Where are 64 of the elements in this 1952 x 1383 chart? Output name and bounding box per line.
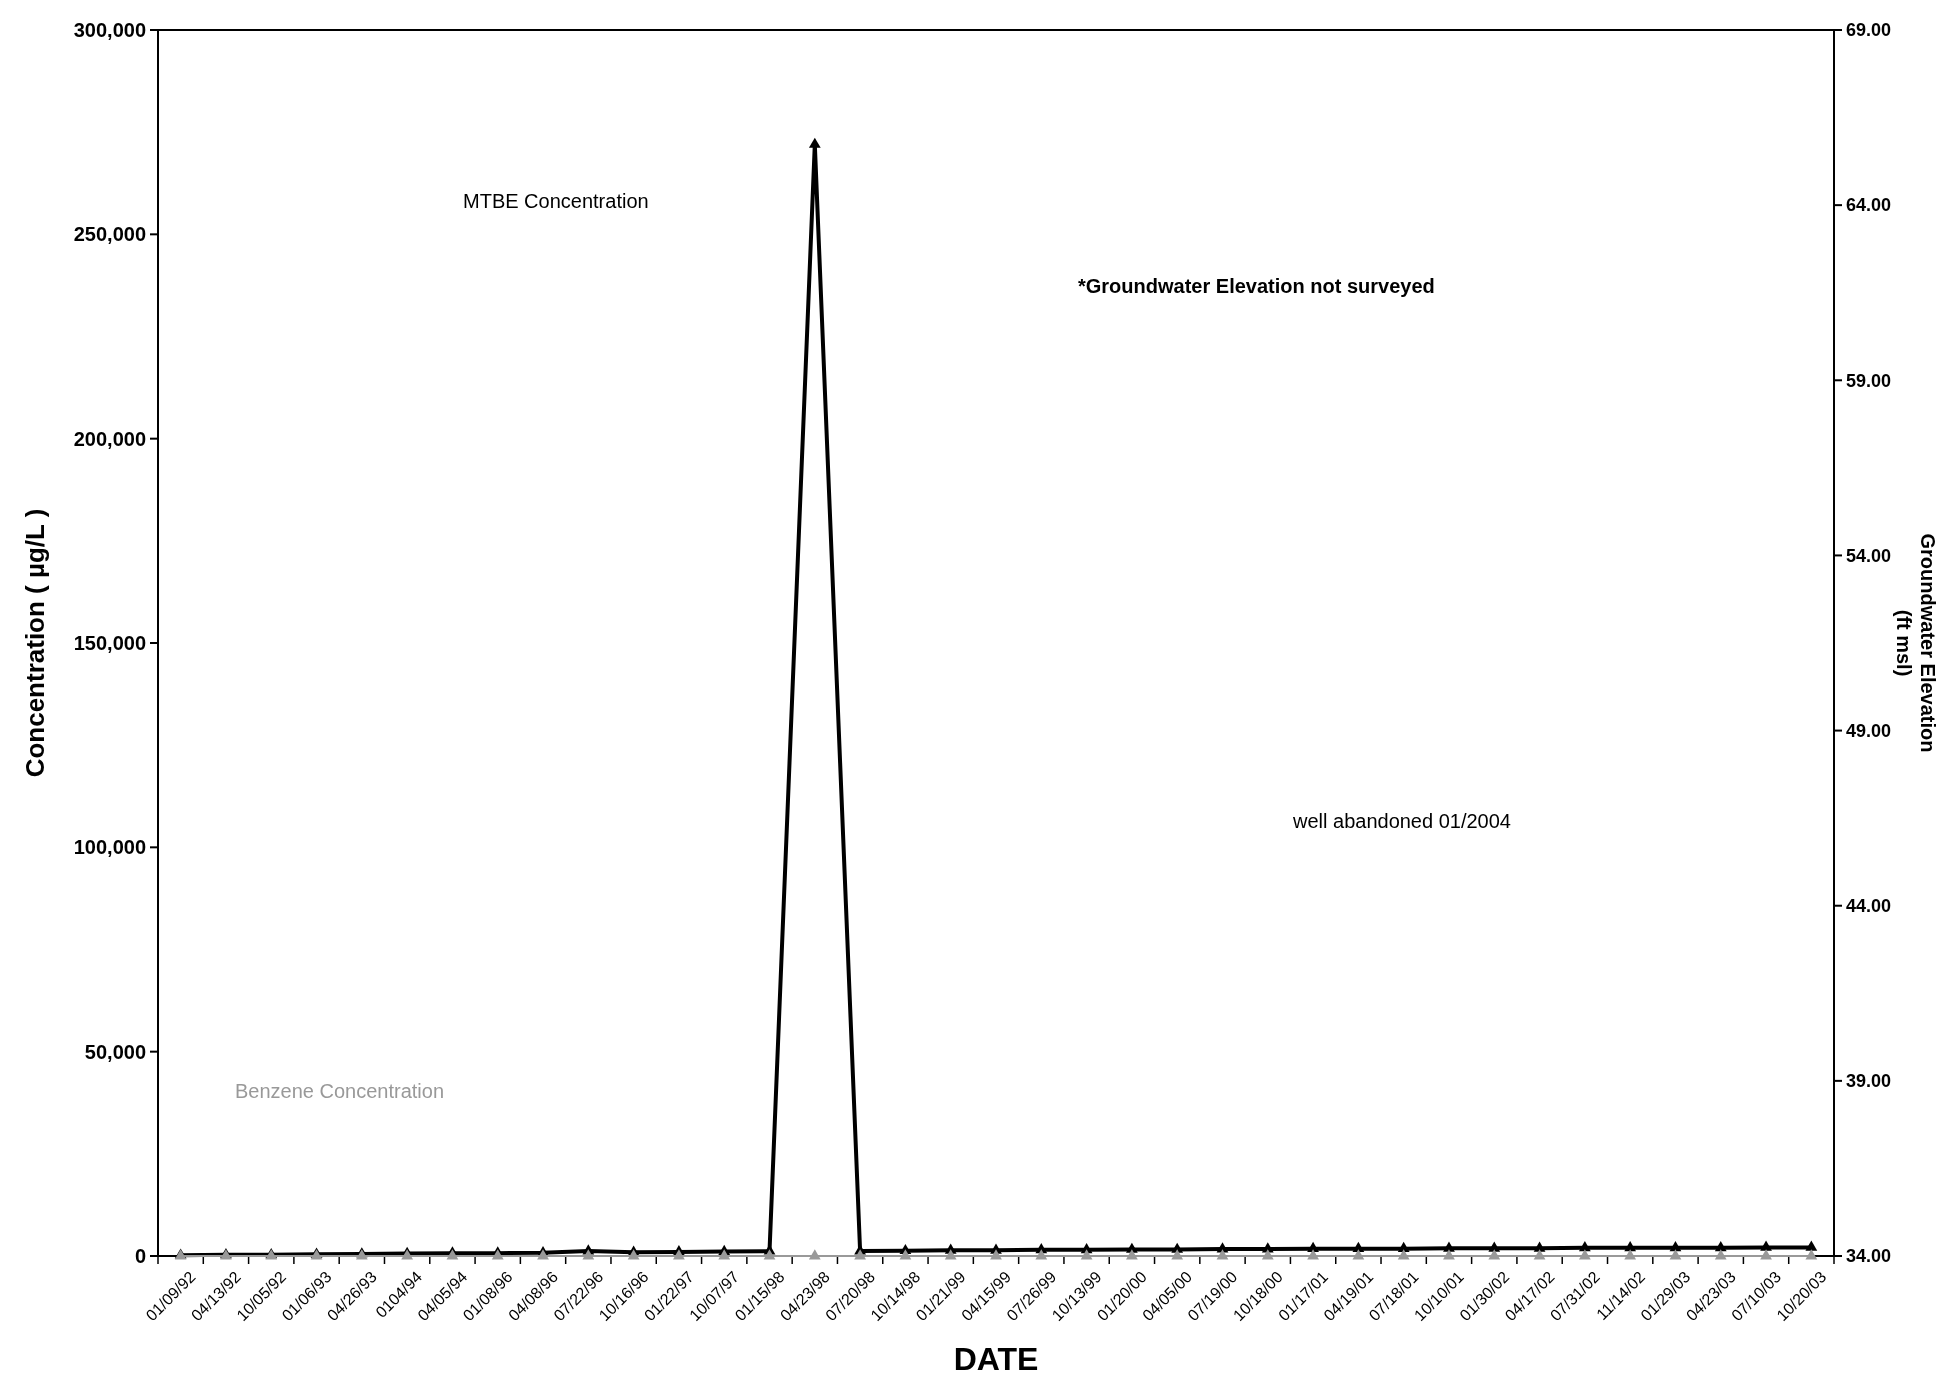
annotation: *Groundwater Elevation not surveyed [1078,275,1435,297]
y-tick-label: 250,000 [73,223,146,246]
point [1171,1249,1184,1260]
point [1533,1249,1546,1260]
point [1578,1241,1591,1252]
y2-tick-label: 34.00 [1846,1246,1892,1267]
y-tick-label: 150,000 [73,632,146,654]
point [899,1249,912,1260]
y-tick-label: 100,000 [73,836,146,859]
point [1714,1249,1727,1260]
point [582,1249,595,1260]
point [1443,1249,1455,1260]
point [1261,1249,1274,1260]
point [808,137,821,148]
point [1578,1249,1591,1260]
point [1080,1249,1093,1260]
point [1216,1249,1229,1260]
y2-tick-label: 44.00 [1846,896,1892,917]
point [1352,1241,1365,1253]
point [1805,1240,1818,1251]
y2-tick-label: 64.00 [1846,195,1892,216]
y-tick-label: 0 [134,1245,146,1267]
text: Benzene Concentration [235,1080,445,1102]
point [1397,1249,1410,1260]
point [1669,1249,1682,1260]
point [1624,1249,1637,1260]
y2-tick-label: 49.00 [1846,720,1892,741]
y-tick-label: 300,000 [73,19,146,41]
point [1624,1241,1637,1252]
text: MTBE Concentration [463,190,649,212]
y2-tick-label: 54.00 [1846,545,1892,566]
point [1307,1249,1319,1260]
point [1443,1241,1455,1252]
point [673,1249,685,1260]
point [1760,1249,1772,1260]
point [1669,1241,1682,1252]
point [718,1249,731,1260]
x-axis-title: DATE [953,1341,1039,1377]
y2-axis-title: Groundwater Elevation (ft msl) [1893,533,1939,753]
point [1035,1249,1048,1260]
y2-tick-label: 39.00 [1846,1071,1892,1092]
point [1533,1241,1546,1252]
point [854,1249,866,1260]
point [944,1249,957,1260]
point [808,1249,821,1260]
point [537,1249,549,1260]
point [1307,1241,1319,1253]
y-tick-label: 50,000 [84,1040,146,1063]
point [1714,1241,1727,1252]
point [1805,1249,1818,1260]
point [1352,1249,1365,1260]
y2-tick-label: 69.00 [1846,20,1892,41]
point [763,1249,776,1260]
point [1488,1249,1501,1260]
point [1397,1241,1410,1253]
y2-tick-label: 59.00 [1846,370,1892,391]
annotation: well abandoned 01/2004 [1292,810,1511,832]
point [1488,1241,1501,1252]
y-axis-title: Concentration ( µg/L ) [20,508,50,778]
y-tick-label: 200,000 [73,427,146,450]
point [627,1249,640,1260]
point [1126,1249,1138,1260]
point [990,1249,1002,1260]
point [1760,1240,1772,1251]
